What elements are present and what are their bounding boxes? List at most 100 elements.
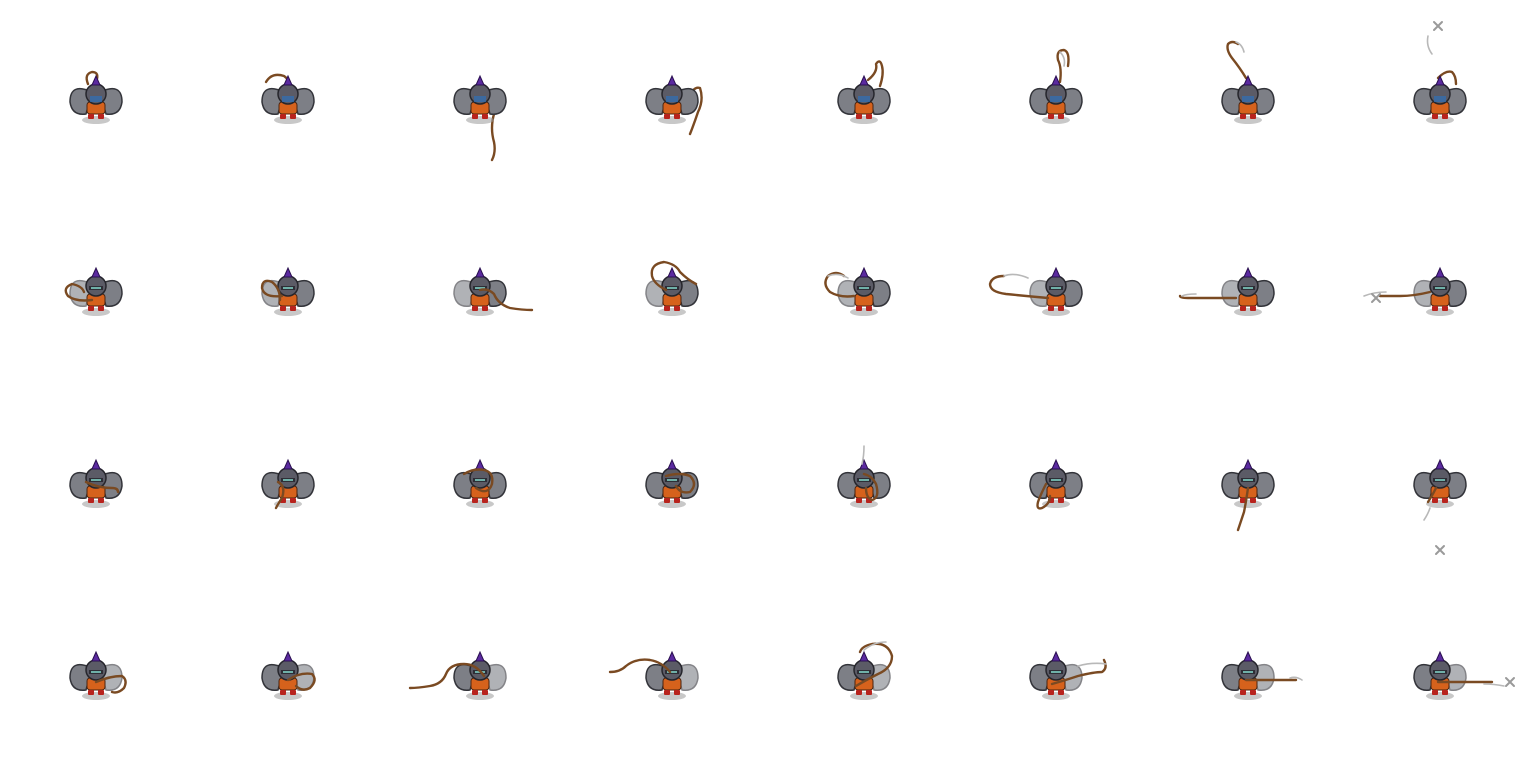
boot-left — [88, 498, 94, 503]
character-sprite — [1029, 266, 1083, 316]
character-sprite — [69, 266, 123, 316]
shadow — [850, 116, 878, 124]
visor-eyes — [283, 671, 293, 673]
shadow — [1426, 116, 1454, 124]
motion-trail — [861, 445, 865, 465]
whip — [462, 468, 494, 493]
plume — [1243, 266, 1253, 278]
visor-eyes — [1243, 287, 1253, 289]
boot-right — [1442, 306, 1448, 311]
shadow — [1234, 116, 1262, 124]
plume — [667, 458, 677, 470]
shadow — [466, 692, 494, 700]
shadow — [658, 308, 686, 316]
back-cape — [474, 96, 486, 102]
boot-right — [1058, 306, 1064, 311]
visor-eyes — [1435, 671, 1445, 673]
whip — [1036, 482, 1052, 510]
boot-left — [1432, 690, 1438, 695]
plume — [91, 650, 101, 662]
boot-left — [472, 498, 478, 503]
shadow — [82, 692, 110, 700]
shadow — [1426, 308, 1454, 316]
boot-left — [856, 498, 862, 503]
plume — [667, 74, 677, 86]
boot-right — [866, 690, 872, 695]
visor-eyes — [1435, 479, 1445, 481]
frame-right-6 — [960, 576, 1152, 768]
shadow — [1234, 500, 1262, 508]
motion-trail — [1077, 662, 1107, 667]
shadow — [82, 116, 110, 124]
motion-trail — [863, 641, 887, 651]
frame-down-6 — [960, 384, 1152, 576]
character-sprite — [453, 266, 507, 316]
frame-down-1 — [0, 384, 192, 576]
motion-trail — [1059, 51, 1066, 67]
character-sprite — [1413, 74, 1467, 124]
character-sprite — [1221, 266, 1275, 316]
character-sprite — [837, 74, 891, 124]
character-sprite — [69, 458, 123, 508]
boot-right — [98, 306, 104, 311]
boot-left — [280, 114, 286, 119]
sparkle-x — [1505, 677, 1515, 687]
character-sprite — [69, 650, 123, 700]
plume — [283, 650, 293, 662]
frame-down-2 — [192, 384, 384, 576]
back-cape — [1050, 96, 1062, 102]
plume — [1051, 650, 1061, 662]
boot-left — [1240, 306, 1246, 311]
sparkle-x — [1371, 293, 1381, 303]
frame-right-8 — [1344, 576, 1536, 768]
frame-up-8 — [1344, 0, 1536, 192]
boot-right — [290, 114, 296, 119]
boot-left — [856, 114, 862, 119]
visor-eyes — [667, 479, 677, 481]
whip — [478, 288, 534, 312]
boot-right — [290, 498, 296, 503]
character-sprite — [261, 458, 315, 508]
boot-left — [1048, 306, 1054, 311]
shadow — [850, 692, 878, 700]
frame-left-7 — [1152, 192, 1344, 384]
shadow — [274, 692, 302, 700]
motion-trail — [827, 273, 849, 279]
shadow — [658, 116, 686, 124]
boot-right — [1250, 114, 1256, 119]
character-sprite — [645, 74, 699, 124]
visor-eyes — [475, 479, 485, 481]
boot-left — [1240, 498, 1246, 503]
back-cape — [1242, 96, 1254, 102]
motion-trail — [1363, 291, 1387, 297]
frame-up-2 — [192, 0, 384, 192]
whip — [274, 480, 285, 510]
back-cape — [90, 96, 102, 102]
character-sprite — [453, 650, 507, 700]
boot-left — [472, 114, 478, 119]
visor-eyes — [1051, 479, 1061, 481]
plume — [1051, 266, 1061, 278]
whip — [608, 658, 672, 674]
boot-right — [290, 690, 296, 695]
character-sprite — [645, 458, 699, 508]
whip — [866, 60, 884, 88]
plume — [91, 266, 101, 278]
boot-left — [472, 690, 478, 695]
plume — [91, 74, 101, 86]
boot-left — [1048, 114, 1054, 119]
visor-eyes — [667, 287, 677, 289]
whip — [1426, 486, 1438, 504]
visor-eyes — [475, 287, 485, 289]
back-cape — [858, 96, 870, 102]
boot-right — [482, 498, 488, 503]
boot-right — [1250, 306, 1256, 311]
frame-right-4 — [576, 576, 768, 768]
plume — [475, 458, 485, 470]
motion-trail — [1003, 273, 1029, 279]
plume — [859, 266, 869, 278]
plume — [1051, 74, 1061, 86]
boot-right — [1058, 114, 1064, 119]
boot-right — [674, 306, 680, 311]
boot-right — [482, 114, 488, 119]
